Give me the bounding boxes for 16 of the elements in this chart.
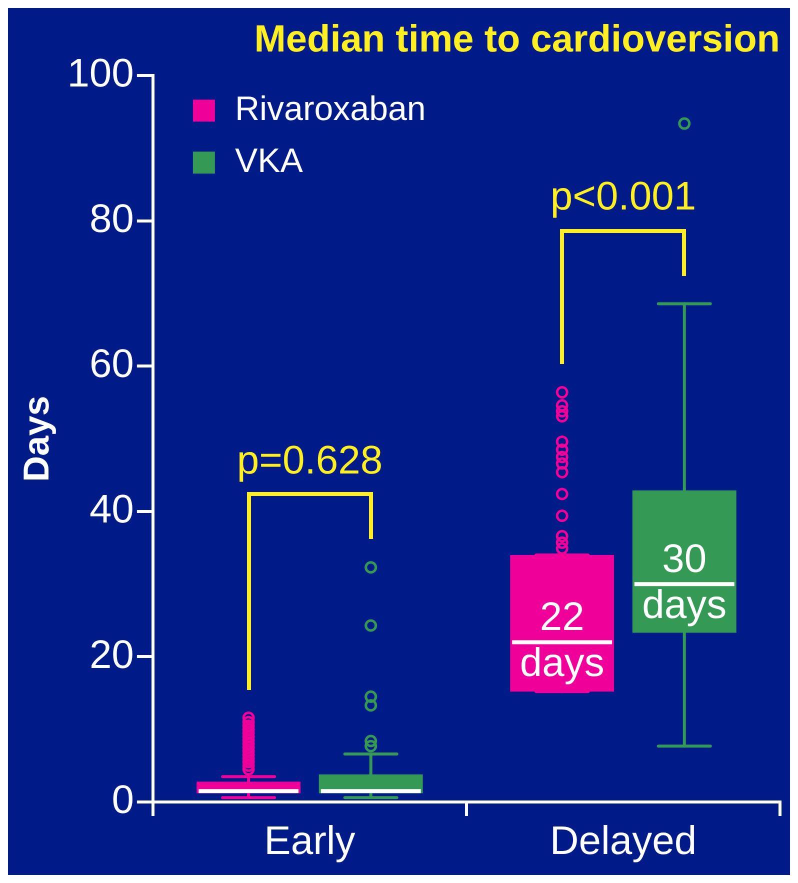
text: 22 days [520,595,604,686]
chart-title: Median time to cardioversion [254,18,780,60]
y-tick-label: 80 [89,196,134,241]
y-axis-title: Days [16,396,57,482]
y-tick-label: 40 [89,487,134,532]
legend-label: VKA [234,142,304,180]
x-tick-label: Delayed [550,819,697,864]
x-tick-label: Early [264,819,356,864]
annotation: p<0.001 [550,174,696,219]
y-tick-label: 0 [112,778,134,822]
y-tick-label: 100 [67,52,134,96]
text: 30 days [642,537,727,628]
y-tick-label: 20 [89,632,134,677]
annotation: p=0.628 [236,438,383,482]
y-tick-label: 60 [89,342,134,386]
legend-label: Rivaroxaban [234,90,426,128]
